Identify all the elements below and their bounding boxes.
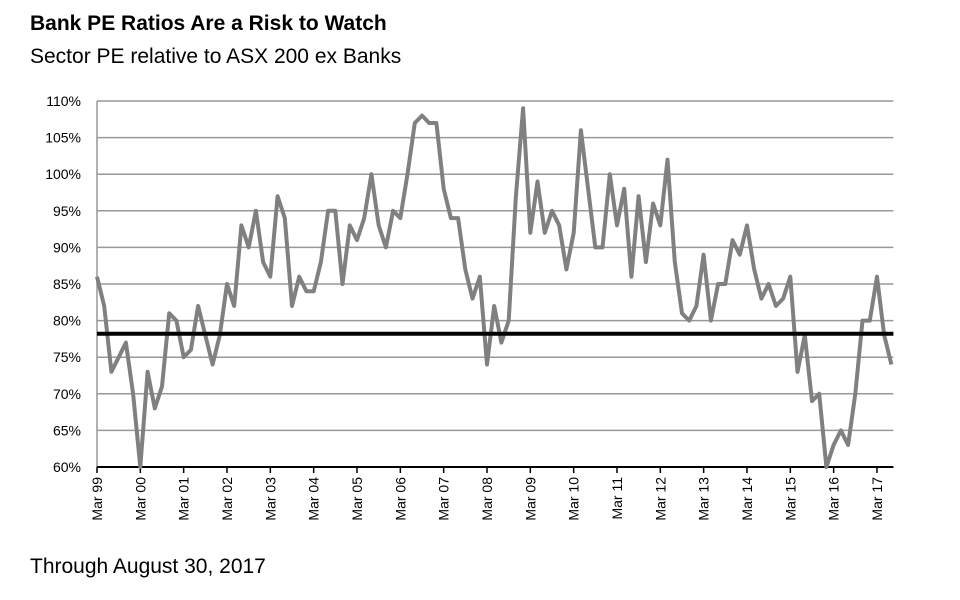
y-tick-label: 110% (46, 93, 81, 109)
x-tick-label: Mar 10 (566, 477, 582, 521)
y-tick-label: 105% (45, 130, 81, 146)
x-tick-label: Mar 02 (219, 477, 235, 521)
x-tick-label: Mar 05 (349, 477, 365, 521)
x-tick-label: Mar 06 (392, 477, 408, 521)
x-tick-label: Mar 09 (522, 477, 538, 521)
data-line (95, 106, 894, 469)
footnote: Through August 30, 2017 (30, 555, 266, 578)
chart-title: Bank PE Ratios Are a Risk to Watch (30, 12, 387, 35)
x-tick-label: Mar 07 (436, 477, 452, 521)
x-tick-label: Mar 08 (479, 477, 495, 521)
y-tick-label: 85% (53, 276, 81, 292)
y-tick-label: 90% (53, 239, 81, 255)
y-tick-label: 60% (53, 459, 81, 475)
x-tick-label: Mar 99 (89, 477, 105, 521)
y-tick-label: 95% (53, 203, 81, 219)
y-tick-label: 80% (53, 313, 81, 329)
x-tick-label: Mar 17 (869, 477, 885, 521)
x-tick-label: Mar 04 (306, 477, 322, 521)
y-tick-label: 65% (53, 422, 81, 438)
y-tick-label: 100% (45, 166, 81, 182)
x-tick-label: Mar 11 (609, 477, 625, 520)
x-tick-label: Mar 12 (652, 477, 668, 521)
x-tick-label: Mar 03 (262, 477, 278, 521)
x-tick-label: Mar 01 (176, 477, 192, 521)
x-tick-label: Mar 16 (826, 477, 842, 521)
x-tick-label: Mar 00 (132, 477, 148, 521)
y-tick-label: 70% (53, 386, 81, 402)
chart-subtitle: Sector PE relative to ASX 200 ex Banks (30, 45, 401, 68)
x-tick-label: Mar 13 (696, 477, 712, 521)
y-tick-label: 75% (53, 349, 81, 365)
x-tick-label: Mar 15 (782, 477, 798, 521)
x-tick-label: Mar 14 (739, 477, 755, 521)
